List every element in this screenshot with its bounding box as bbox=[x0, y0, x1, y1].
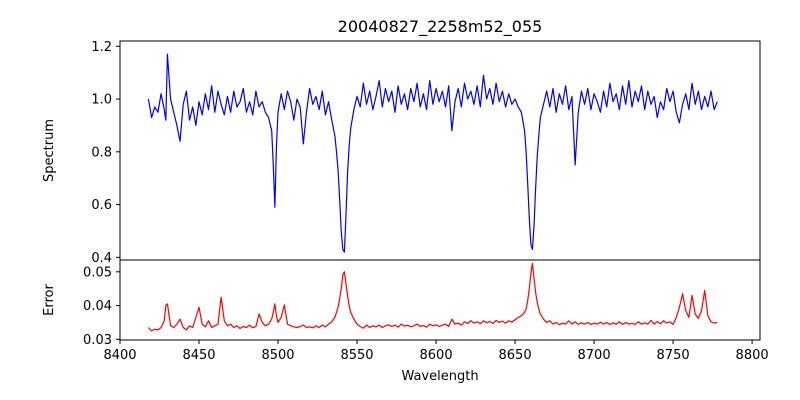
x-axis: 8400 8450 8500 8550 8600 8650 8700 8750 8800 bbox=[103, 340, 769, 363]
chart-title: 20040827_2258m52_055 bbox=[338, 17, 543, 37]
spectrum-panel-ytick-label: 1.0 bbox=[91, 93, 112, 108]
xtick-label: 8500 bbox=[261, 348, 294, 363]
error-panel-frame bbox=[119, 259, 761, 341]
error-panel: 0.03 0.04 0.05 Error bbox=[42, 259, 761, 348]
xtick-label: 8750 bbox=[657, 348, 690, 363]
xtick-label: 8400 bbox=[103, 348, 136, 363]
error-panel-ytick-label: 0.04 bbox=[83, 299, 112, 314]
error-panel-ytick-label: 0.05 bbox=[83, 265, 112, 280]
error-panel-y-axis-label: Error bbox=[42, 284, 57, 316]
spectrum-panel-y-axis-label: Spectrum bbox=[42, 119, 57, 182]
xtick-label: 8800 bbox=[736, 348, 769, 363]
spectrum-panel-ytick-label: 1.2 bbox=[91, 40, 112, 55]
xtick-label: 8700 bbox=[578, 348, 611, 363]
spectrum-panel-ytick-label: 0.6 bbox=[91, 198, 112, 213]
spectrum-panel-ytick-label: 0.4 bbox=[91, 251, 112, 266]
xtick-label: 8450 bbox=[182, 348, 215, 363]
x-axis-label: Wavelength bbox=[401, 369, 478, 384]
error-panel-series-line-0 bbox=[148, 262, 718, 332]
error-panel-ytick-label: 0.03 bbox=[83, 333, 112, 348]
xtick-label: 8550 bbox=[340, 348, 373, 363]
spectrum-panel-series-line-0 bbox=[147, 53, 718, 253]
spectrum-panel-ytick-label: 0.8 bbox=[91, 145, 112, 160]
xtick-label: 8600 bbox=[420, 348, 453, 363]
xtick-label: 8650 bbox=[499, 348, 532, 363]
